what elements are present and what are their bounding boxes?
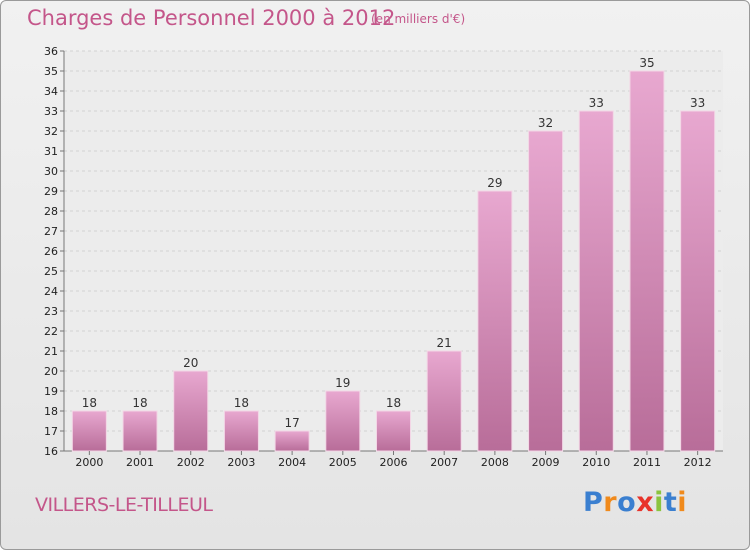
y-tick-label: 24 — [44, 285, 58, 298]
bar — [680, 110, 716, 452]
y-tick-label: 31 — [44, 145, 58, 158]
x-tick-label: 2006 — [380, 456, 408, 469]
y-tick-label: 33 — [44, 105, 58, 118]
bar — [426, 350, 462, 452]
logo-letter: r — [603, 487, 618, 518]
bar-value-label: 20 — [183, 356, 198, 370]
y-tick-label: 32 — [44, 125, 58, 138]
y-tick-label: 22 — [44, 325, 58, 338]
x-tick-label: 2004 — [278, 456, 306, 469]
x-tick-label: 2008 — [481, 456, 509, 469]
x-tick-label: 2005 — [329, 456, 357, 469]
x-tick-label: 2007 — [430, 456, 458, 469]
logo-letter: t — [663, 487, 678, 518]
bar — [223, 410, 259, 452]
y-tick-label: 36 — [44, 45, 58, 58]
bar-value-label: 18 — [82, 396, 97, 410]
x-tick-label: 2010 — [582, 456, 610, 469]
y-tick-label: 17 — [44, 425, 58, 438]
bar-value-label: 29 — [487, 176, 502, 190]
x-tick-label: 2001 — [126, 456, 154, 469]
x-tick-label: 2012 — [684, 456, 712, 469]
bar — [629, 70, 665, 452]
y-tick-label: 21 — [44, 345, 58, 358]
chart-subtitle: (en milliers d'€) — [371, 12, 466, 26]
bar-value-label: 17 — [284, 416, 299, 430]
y-tick-label: 28 — [44, 205, 58, 218]
x-tick-label: 2011 — [633, 456, 661, 469]
bar — [122, 410, 158, 452]
bar — [71, 410, 107, 452]
logo-letter: x — [636, 487, 655, 518]
x-tick-label: 2003 — [227, 456, 255, 469]
logo-letter: P — [583, 487, 604, 518]
bar — [578, 110, 614, 452]
commune-name: VILLERS-LE-TILLEUL — [35, 494, 213, 516]
bar-value-label: 18 — [132, 396, 147, 410]
bar — [528, 130, 564, 452]
bar-value-label: 33 — [589, 96, 604, 110]
chart-title: Charges de Personnel 2000 à 2012 — [27, 6, 396, 30]
y-tick-label: 16 — [44, 445, 58, 458]
logo-letter: i — [677, 487, 688, 518]
y-tick-label: 25 — [44, 265, 58, 278]
y-tick-label: 35 — [44, 65, 58, 78]
bar-value-label: 18 — [386, 396, 401, 410]
bar — [325, 390, 361, 452]
bar-value-label: 21 — [437, 336, 452, 350]
logo-letter: i — [654, 487, 664, 518]
y-tick-label: 34 — [44, 85, 58, 98]
bar-value-label: 32 — [538, 116, 553, 130]
bar-value-label: 18 — [234, 396, 249, 410]
bar-value-label: 33 — [690, 96, 705, 110]
proxiti-logo: Proxiti — [583, 487, 687, 518]
bar-value-label: 19 — [335, 376, 350, 390]
bar — [376, 410, 411, 452]
y-tick-label: 26 — [44, 245, 58, 258]
y-tick-label: 20 — [44, 365, 58, 378]
bar — [173, 370, 209, 452]
y-tick-label: 23 — [44, 305, 58, 318]
x-tick-label: 2009 — [532, 456, 560, 469]
x-tick-label: 2002 — [177, 456, 205, 469]
logo-letter: o — [617, 487, 637, 518]
x-tick-label: 2000 — [75, 456, 103, 469]
y-tick-label: 30 — [44, 165, 58, 178]
bar — [274, 430, 310, 452]
bar — [477, 190, 513, 452]
y-tick-label: 27 — [44, 225, 58, 238]
y-tick-label: 19 — [44, 385, 58, 398]
y-tick-label: 18 — [44, 405, 58, 418]
y-tick-label: 29 — [44, 185, 58, 198]
bar-value-label: 35 — [639, 56, 654, 70]
